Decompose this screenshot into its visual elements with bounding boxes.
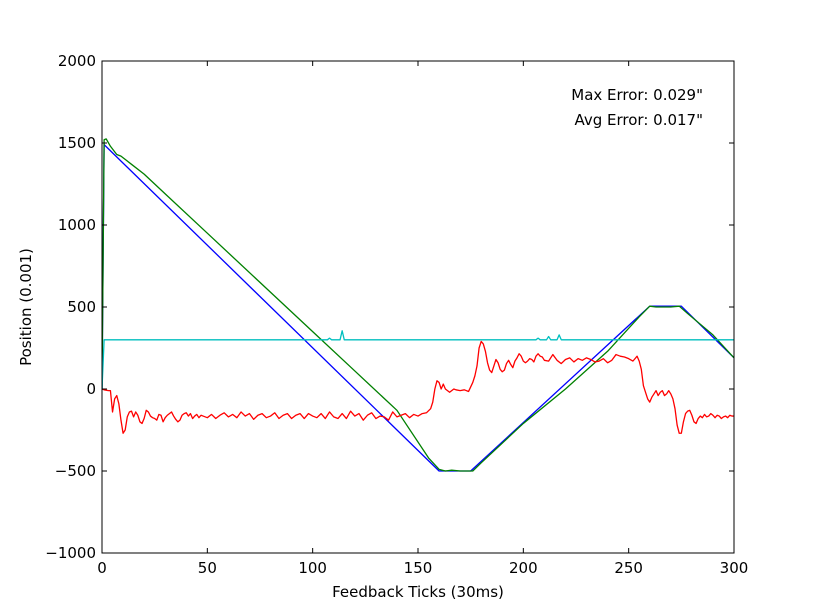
y-axis-label: Position (0.001)	[17, 248, 35, 366]
error-annotation: Max Error: 0.029"	[571, 86, 703, 104]
series-line-1	[102, 143, 734, 472]
x-tick-label: 150	[404, 559, 433, 577]
series-line-3	[102, 330, 734, 390]
series-line-2	[102, 138, 734, 472]
x-tick-label: 250	[614, 559, 643, 577]
series-line-4	[102, 340, 734, 434]
plot-frame	[101, 60, 735, 554]
error-annotation: Avg Error: 0.017"	[574, 111, 703, 129]
y-tick-label: 500	[67, 298, 96, 316]
x-tick-label: 0	[97, 559, 107, 577]
y-tick-label: 1000	[58, 216, 96, 234]
x-tick-label: 300	[720, 559, 749, 577]
x-tick-label: 100	[298, 559, 327, 577]
y-tick-label: 0	[86, 380, 96, 398]
y-tick-label: 2000	[58, 52, 96, 70]
y-tick-label: −1000	[45, 544, 96, 562]
series-layer	[102, 138, 734, 472]
y-tick-label: 1500	[58, 134, 96, 152]
x-axis-label: Feedback Ticks (30ms)	[332, 583, 504, 601]
annotations: Max Error: 0.029" Avg Error: 0.017"	[571, 86, 703, 129]
x-tick-label: 200	[509, 559, 538, 577]
x-tick-label: 50	[198, 559, 217, 577]
ticks-layer: 0 50 100 150 200 250 300 −1000 −500 0 500 1000 1500 2…	[45, 52, 748, 577]
y-tick-label: −500	[55, 462, 96, 480]
